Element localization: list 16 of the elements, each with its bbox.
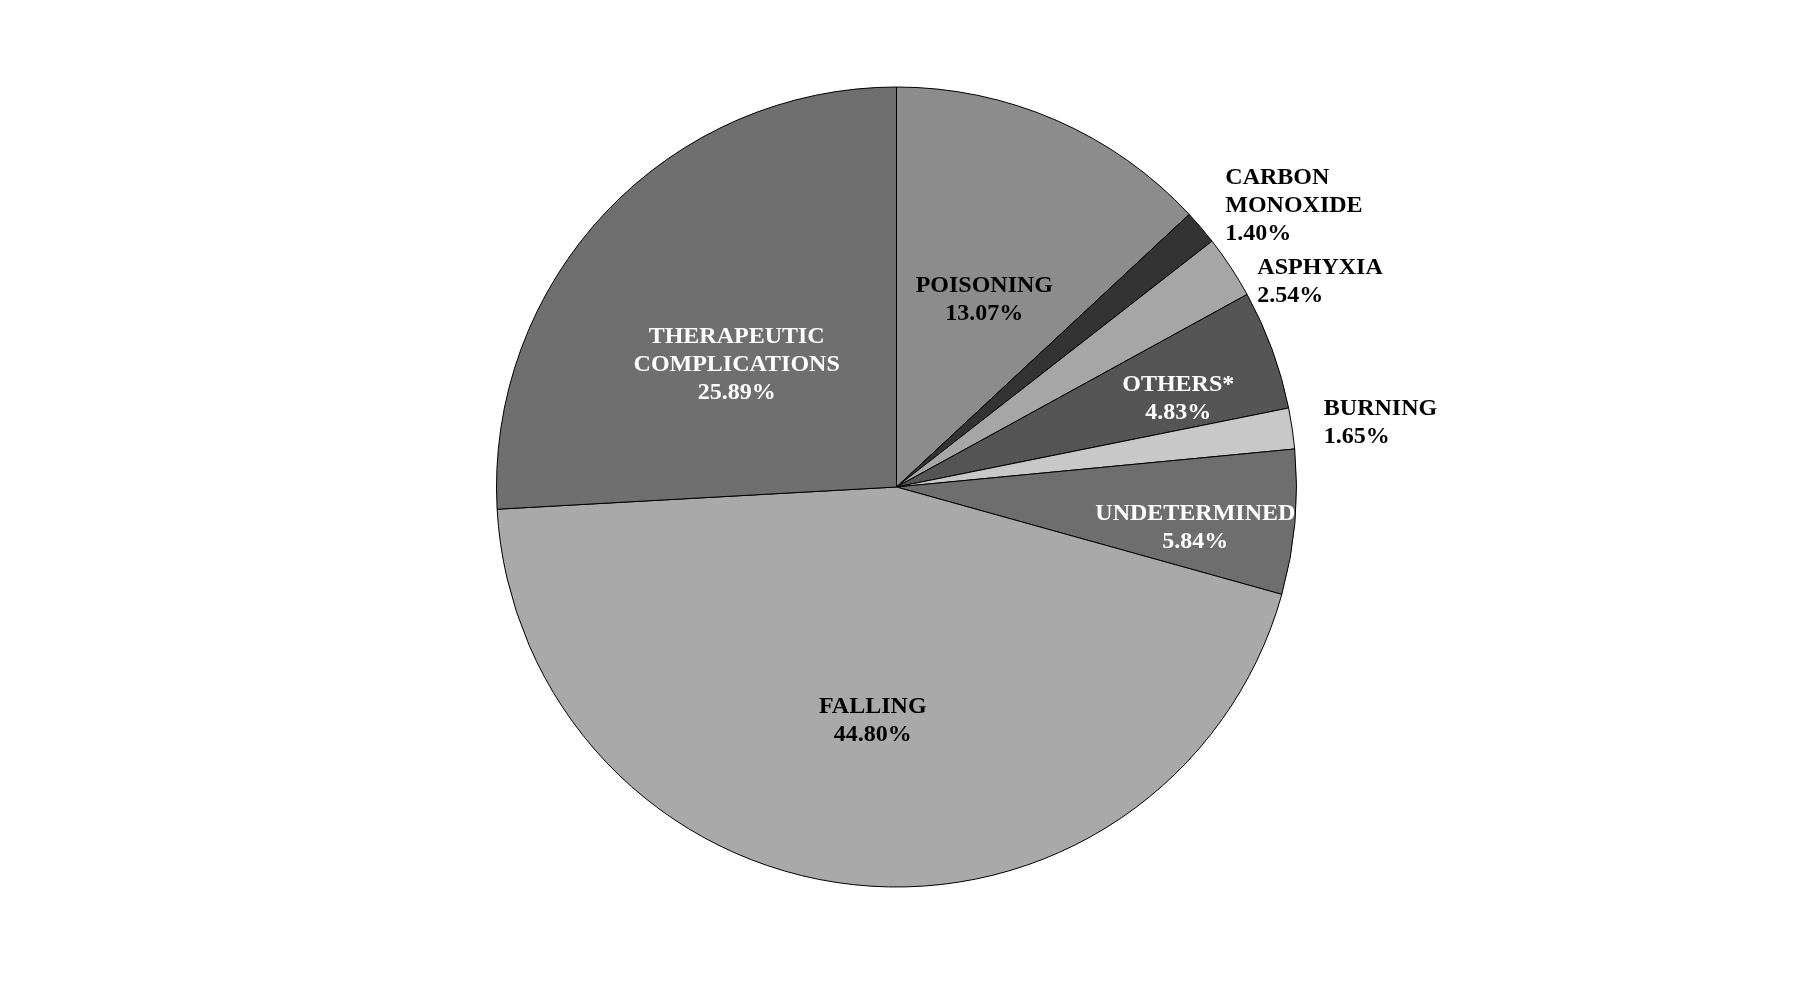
slice-label: ASPHYXIA	[1257, 252, 1384, 279]
slice-label: THERAPEUTIC COMPLICATIONS	[633, 321, 840, 376]
data-label: 2.54%	[1257, 280, 1324, 307]
data-label: 5.84%	[1162, 527, 1229, 554]
data-label: 25.89%	[697, 377, 776, 404]
slice-label: BURNING	[1323, 393, 1438, 420]
data-label: 1.65%	[1323, 421, 1390, 448]
slice-label: POISONING	[915, 271, 1054, 298]
data-label: 13.07%	[945, 299, 1024, 326]
data-label: 4.83%	[1145, 397, 1212, 424]
slice-label: FALLING	[818, 691, 927, 718]
data-label: 1.40%	[1225, 218, 1292, 245]
slice-label: CARBON MONOXIDE	[1225, 162, 1363, 217]
slice-label: OTHERS*	[1122, 369, 1235, 396]
data-label: 44.80%	[833, 719, 912, 746]
slice-label: UNDETERMINED	[1095, 499, 1296, 526]
